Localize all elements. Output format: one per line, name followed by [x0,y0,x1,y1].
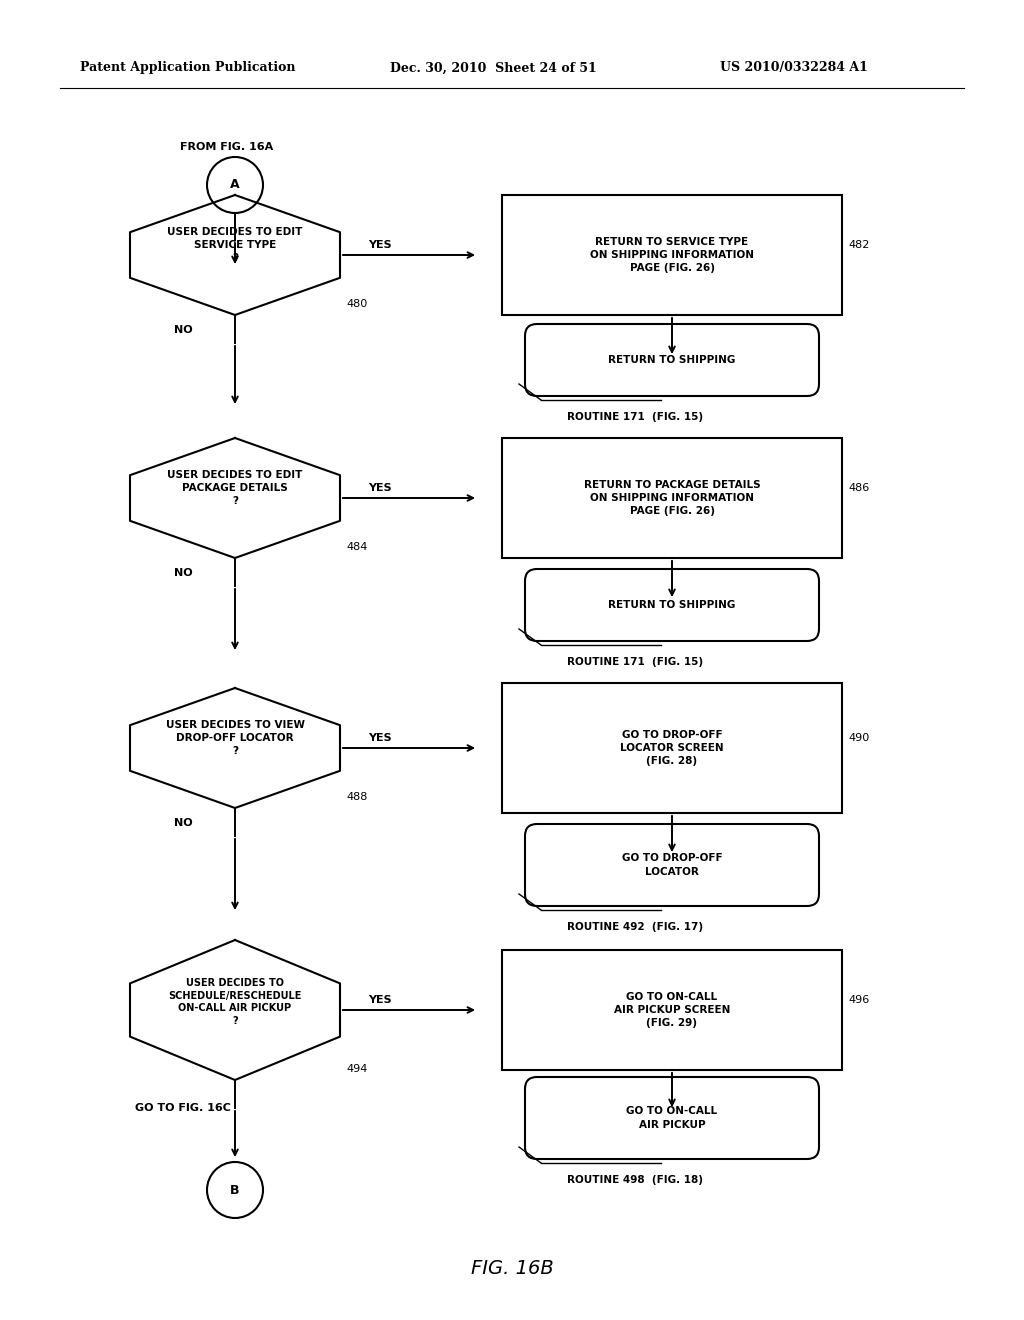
Text: USER DECIDES TO EDIT
PACKAGE DETAILS
?: USER DECIDES TO EDIT PACKAGE DETAILS ? [167,470,303,506]
FancyBboxPatch shape [525,1077,819,1159]
Bar [502,195,842,315]
Text: ROUTINE 498  (FIG. 18): ROUTINE 498 (FIG. 18) [567,1175,703,1185]
Text: RETURN TO SERVICE TYPE
ON SHIPPING INFORMATION
PAGE (FIG. 26): RETURN TO SERVICE TYPE ON SHIPPING INFOR… [590,236,754,273]
Text: USER DECIDES TO
SCHEDULE/RESCHEDULE
ON-CALL AIR PICKUP
?: USER DECIDES TO SCHEDULE/RESCHEDULE ON-C… [168,978,302,1026]
Text: GO TO ON-CALL
AIR PICKUP SCREEN
(FIG. 29): GO TO ON-CALL AIR PICKUP SCREEN (FIG. 29… [613,991,730,1028]
Text: 494: 494 [346,1064,368,1074]
Bar [502,682,842,813]
Text: USER DECIDES TO VIEW
DROP-OFF LOCATOR
?: USER DECIDES TO VIEW DROP-OFF LOCATOR ? [166,719,304,756]
Text: GO TO ON-CALL
AIR PICKUP: GO TO ON-CALL AIR PICKUP [627,1106,718,1130]
Text: YES: YES [369,483,392,492]
Text: US 2010/0332284 A1: US 2010/0332284 A1 [720,62,868,74]
Text: ROUTINE 492  (FIG. 17): ROUTINE 492 (FIG. 17) [567,921,703,932]
Text: NO: NO [174,818,193,828]
Bar [502,950,842,1071]
Text: B: B [230,1184,240,1196]
Text: RETURN TO SHIPPING: RETURN TO SHIPPING [608,355,735,366]
Text: 486: 486 [848,483,869,492]
Text: Patent Application Publication: Patent Application Publication [80,62,296,74]
Text: 484: 484 [346,543,368,552]
Bar [502,438,842,558]
Text: USER DECIDES TO EDIT
SERVICE TYPE
?: USER DECIDES TO EDIT SERVICE TYPE ? [167,227,303,263]
Text: GO TO DROP-OFF
LOCATOR SCREEN
(FIG. 28): GO TO DROP-OFF LOCATOR SCREEN (FIG. 28) [621,730,724,766]
FancyBboxPatch shape [525,323,819,396]
Text: GO TO DROP-OFF
LOCATOR: GO TO DROP-OFF LOCATOR [622,854,722,876]
Text: RETURN TO PACKAGE DETAILS
ON SHIPPING INFORMATION
PAGE (FIG. 26): RETURN TO PACKAGE DETAILS ON SHIPPING IN… [584,479,760,516]
Text: NO: NO [174,325,193,335]
Text: FROM FIG. 16A: FROM FIG. 16A [180,143,273,152]
Text: FIG. 16B: FIG. 16B [471,1258,553,1278]
Text: 490: 490 [848,733,869,743]
Text: A: A [230,178,240,191]
Text: ROUTINE 171  (FIG. 15): ROUTINE 171 (FIG. 15) [567,412,703,422]
Text: 488: 488 [346,792,368,803]
Text: 496: 496 [848,995,869,1005]
Text: GO TO FIG. 16C: GO TO FIG. 16C [135,1104,230,1113]
Text: ROUTINE 171  (FIG. 15): ROUTINE 171 (FIG. 15) [567,657,703,667]
Text: 480: 480 [346,300,368,309]
FancyBboxPatch shape [525,824,819,906]
Text: YES: YES [369,733,392,743]
Text: NO: NO [174,568,193,578]
Text: YES: YES [369,240,392,249]
Text: Dec. 30, 2010  Sheet 24 of 51: Dec. 30, 2010 Sheet 24 of 51 [390,62,597,74]
Text: RETURN TO SHIPPING: RETURN TO SHIPPING [608,601,735,610]
Text: 482: 482 [848,240,869,249]
Text: YES: YES [369,995,392,1005]
FancyBboxPatch shape [525,569,819,642]
